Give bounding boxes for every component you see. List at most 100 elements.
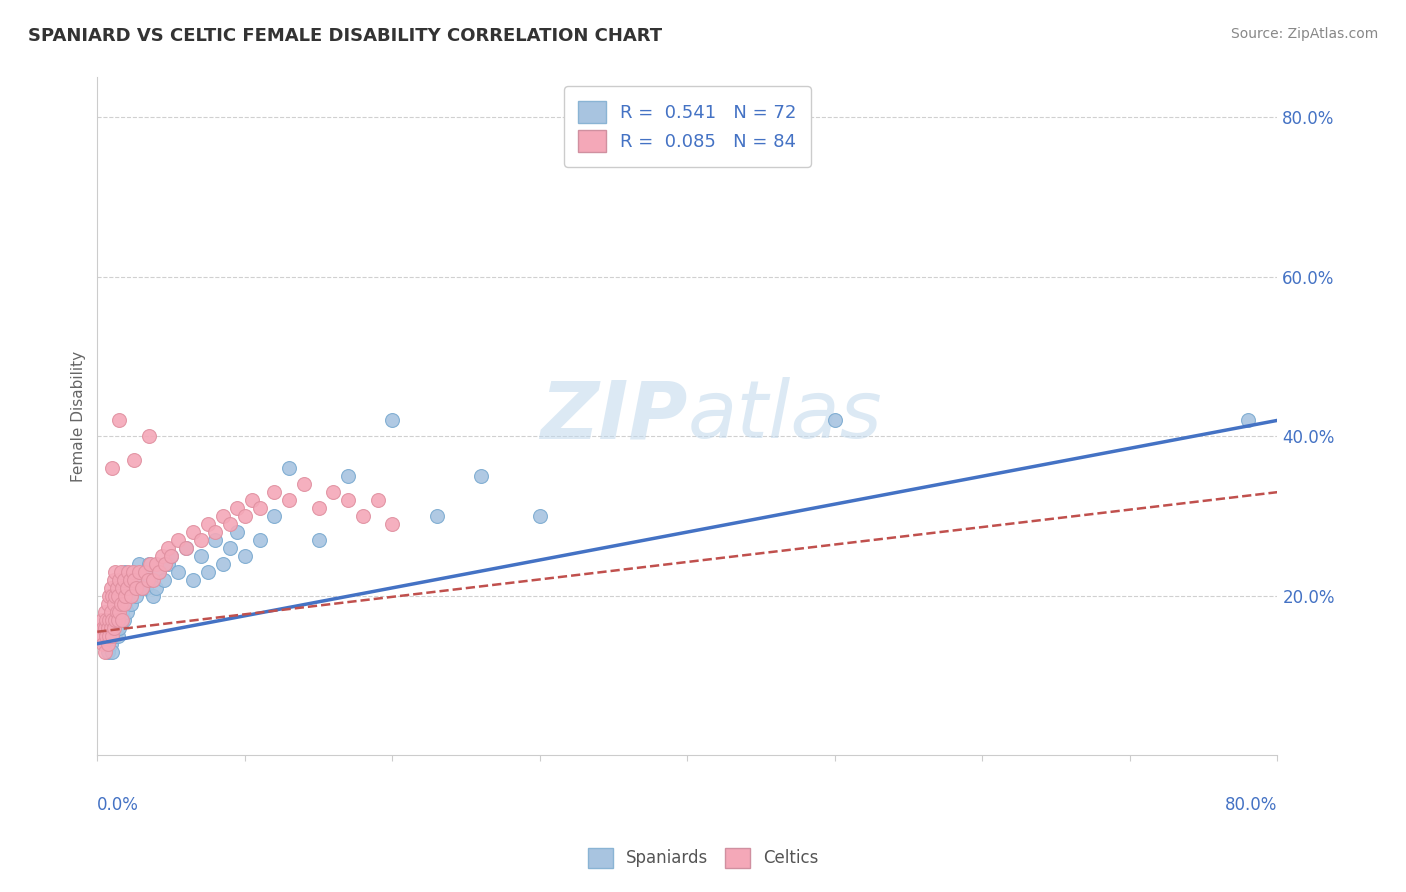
Point	[308, 533, 330, 547]
Point	[117, 565, 139, 579]
Point	[93, 621, 115, 635]
Text: Source: ZipAtlas.com: Source: ZipAtlas.com	[1230, 27, 1378, 41]
Point	[111, 613, 134, 627]
Point	[352, 509, 374, 524]
Y-axis label: Female Disability: Female Disability	[72, 351, 86, 482]
Point	[104, 589, 127, 603]
Point	[128, 565, 150, 579]
Point	[226, 524, 249, 539]
Point	[114, 589, 136, 603]
Point	[278, 493, 301, 508]
Point	[142, 589, 165, 603]
Point	[470, 469, 492, 483]
Legend: Spaniards, Celtics: Spaniards, Celtics	[581, 841, 825, 875]
Point	[128, 557, 150, 571]
Text: 0.0%: 0.0%	[97, 796, 139, 814]
Point	[93, 605, 115, 619]
Point	[110, 597, 132, 611]
Point	[90, 613, 112, 627]
Point	[105, 581, 128, 595]
Point	[426, 509, 449, 524]
Point	[211, 509, 233, 524]
Point	[120, 597, 142, 611]
Point	[174, 541, 197, 555]
Point	[233, 509, 256, 524]
Point	[111, 605, 134, 619]
Point	[150, 549, 173, 563]
Point	[118, 573, 141, 587]
Point	[104, 565, 127, 579]
Point	[824, 413, 846, 427]
Point	[100, 637, 122, 651]
Point	[145, 557, 167, 571]
Point	[93, 645, 115, 659]
Point	[139, 573, 162, 587]
Point	[233, 549, 256, 563]
Point	[105, 589, 128, 603]
Point	[108, 573, 131, 587]
Point	[157, 541, 180, 555]
Point	[148, 565, 170, 579]
Point	[108, 581, 131, 595]
Point	[100, 621, 122, 635]
Point	[167, 533, 190, 547]
Point	[100, 581, 122, 595]
Point	[98, 613, 121, 627]
Point	[134, 565, 156, 579]
Point	[160, 549, 183, 563]
Point	[103, 621, 125, 635]
Point	[125, 581, 148, 595]
Text: ZIP: ZIP	[540, 377, 688, 456]
Point	[98, 629, 121, 643]
Point	[108, 621, 131, 635]
Point	[114, 597, 136, 611]
Point	[108, 413, 131, 427]
Point	[204, 524, 226, 539]
Point	[91, 637, 114, 651]
Point	[112, 573, 135, 587]
Point	[97, 645, 120, 659]
Point	[107, 613, 129, 627]
Point	[105, 621, 128, 635]
Point	[148, 565, 170, 579]
Point	[115, 581, 138, 595]
Point	[381, 413, 404, 427]
Point	[115, 581, 138, 595]
Point	[190, 549, 212, 563]
Point	[122, 453, 145, 467]
Point	[101, 605, 124, 619]
Text: 80.0%: 80.0%	[1225, 796, 1278, 814]
Point	[103, 597, 125, 611]
Point	[181, 573, 204, 587]
Point	[160, 549, 183, 563]
Point	[381, 517, 404, 532]
Point	[197, 565, 219, 579]
Point	[114, 565, 136, 579]
Point	[136, 573, 159, 587]
Point	[97, 597, 120, 611]
Point	[139, 557, 162, 571]
Point	[367, 493, 389, 508]
Point	[101, 645, 124, 659]
Point	[181, 524, 204, 539]
Point	[138, 429, 160, 443]
Point	[105, 605, 128, 619]
Point	[101, 629, 124, 643]
Point	[240, 493, 263, 508]
Text: SPANIARD VS CELTIC FEMALE DISABILITY CORRELATION CHART: SPANIARD VS CELTIC FEMALE DISABILITY COR…	[28, 27, 662, 45]
Point	[120, 589, 142, 603]
Point	[108, 605, 131, 619]
Point	[104, 629, 127, 643]
Point	[122, 573, 145, 587]
Point	[111, 573, 134, 587]
Point	[110, 565, 132, 579]
Point	[131, 581, 153, 595]
Point	[157, 557, 180, 571]
Point	[112, 597, 135, 611]
Point	[131, 581, 153, 595]
Point	[96, 629, 118, 643]
Point	[100, 621, 122, 635]
Point	[337, 469, 360, 483]
Point	[98, 629, 121, 643]
Point	[204, 533, 226, 547]
